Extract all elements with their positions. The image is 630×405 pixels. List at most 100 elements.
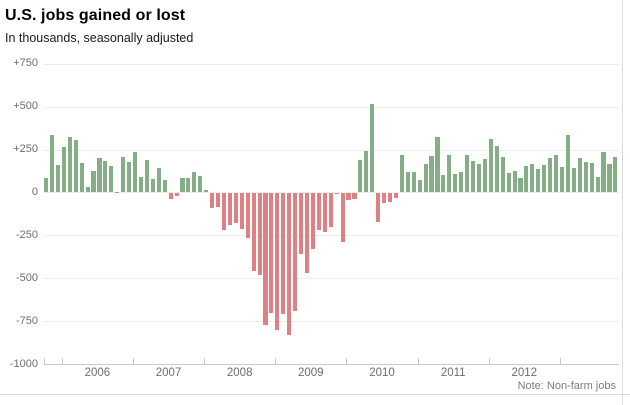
bar-2011-01 (417, 180, 422, 193)
bar-2006-05 (85, 187, 90, 193)
bar-2006-09 (109, 165, 114, 193)
bar-2010-11 (405, 171, 410, 193)
x-axis-year-label-2006: 2006 (84, 367, 111, 379)
x-axis-tick-jan-2013 (559, 358, 561, 364)
bar-2010-03 (358, 160, 363, 193)
bar-2006-01 (61, 147, 66, 193)
bar-2010-08 (387, 193, 393, 203)
gridline--750 (44, 321, 620, 323)
bar-2011-02 (423, 163, 428, 193)
bar-2008-09 (251, 193, 256, 271)
bar-2007-03 (144, 160, 149, 193)
chart-subtitle: In thousands, seasonally adjusted (5, 31, 194, 45)
bar-2007-04 (150, 179, 155, 193)
bar-2012-10 (542, 164, 547, 193)
bar-2007-01 (132, 151, 138, 193)
x-axis-year-label-2009: 2009 (298, 367, 324, 379)
bar-2013-07 (595, 177, 600, 193)
bar-2011-05 (441, 174, 446, 193)
bar-2009-05 (299, 193, 304, 255)
bar-2007-11 (192, 172, 197, 193)
bar-2009-07 (310, 193, 315, 250)
y-axis-label-+500: +500 (13, 100, 38, 113)
bar-2011-10 (471, 161, 476, 193)
bar-2010-04 (364, 151, 369, 193)
bar-2008-04 (221, 193, 227, 231)
bar-2007-08 (174, 193, 179, 197)
bar-2006-10 (115, 191, 120, 193)
bar-2013-03 (571, 168, 576, 193)
bar-2008-06 (233, 193, 238, 223)
x-axis-tick-jan-2011 (417, 358, 419, 364)
bar-2013-06 (589, 162, 594, 193)
bar-2013-01 (559, 167, 565, 193)
gridline--500 (44, 278, 620, 280)
bar-2009-11 (334, 193, 339, 195)
bar-2010-06 (376, 193, 381, 223)
y-axis-label--250: -250 (15, 228, 38, 241)
bar-2011-03 (429, 156, 434, 193)
bar-2008-12 (269, 193, 274, 313)
bar-2008-01 (204, 189, 209, 193)
bar-2007-12 (198, 175, 203, 193)
bar-2006-12 (127, 162, 132, 193)
gridline-500 (44, 106, 620, 108)
gridline-250 (44, 149, 620, 151)
bar-2012-04 (506, 173, 511, 193)
bar-2010-12 (411, 171, 416, 193)
bar-2010-01 (346, 193, 351, 201)
x-axis-year-label-2012: 2012 (511, 367, 538, 379)
bar-2013-05 (583, 162, 588, 193)
x-axis-tick-jan-2012 (488, 358, 490, 364)
chart-title: U.S. jobs gained or lost (5, 7, 186, 24)
y-axis-label-0: 0 (31, 185, 38, 198)
x-axis-tick-jan-2008 (204, 358, 206, 364)
bar-2013-02 (565, 135, 570, 193)
bar-2012-02 (494, 145, 499, 193)
bar-2008-03 (216, 193, 221, 208)
bar-2007-09 (180, 177, 185, 193)
x-axis-year-label-2011: 2011 (440, 367, 466, 379)
bar-2012-08 (530, 164, 535, 193)
x-axis-tick-jan-2010 (346, 358, 348, 364)
bar-2011-12 (482, 158, 487, 193)
bar-2013-08 (601, 151, 606, 193)
bar-2009-06 (304, 193, 310, 274)
bar-2008-08 (245, 193, 250, 238)
bar-2008-11 (263, 193, 268, 325)
x-axis-year-label-2010: 2010 (369, 367, 395, 379)
y-axis-label-+250: +250 (13, 143, 38, 155)
bar-2009-12 (340, 193, 345, 242)
bar-2010-07 (382, 193, 387, 204)
y-axis-label--750: -750 (15, 314, 38, 327)
bar-2012-06 (518, 177, 523, 193)
bar-2009-03 (287, 193, 292, 336)
bar-2006-11 (121, 157, 126, 193)
bar-2009-08 (316, 193, 321, 231)
bar-2012-05 (512, 171, 517, 193)
bar-2013-10 (613, 157, 618, 193)
bar-2012-07 (524, 166, 529, 193)
bar-2009-10 (328, 193, 333, 228)
bar-2013-04 (577, 158, 582, 193)
bar-2007-02 (138, 177, 144, 193)
bar-2010-10 (399, 154, 404, 193)
bar-2009-09 (322, 193, 327, 233)
bar-2008-05 (227, 193, 232, 225)
bar-2010-05 (370, 103, 375, 193)
bar-2008-10 (257, 193, 262, 275)
bar-2008-07 (239, 193, 244, 230)
x-axis-tick-start (44, 358, 45, 364)
bar-2011-07 (453, 174, 458, 193)
bar-2012-12 (554, 154, 559, 193)
bar-2011-11 (476, 164, 482, 193)
bar-2011-08 (459, 171, 464, 193)
gridline-750 (44, 63, 620, 65)
bar-2013-09 (607, 164, 612, 193)
x-axis-year-label-2008: 2008 (226, 367, 253, 379)
bar-2009-01 (275, 193, 280, 331)
y-axis-label-+750: +750 (13, 57, 38, 70)
bar-2012-11 (548, 157, 553, 193)
